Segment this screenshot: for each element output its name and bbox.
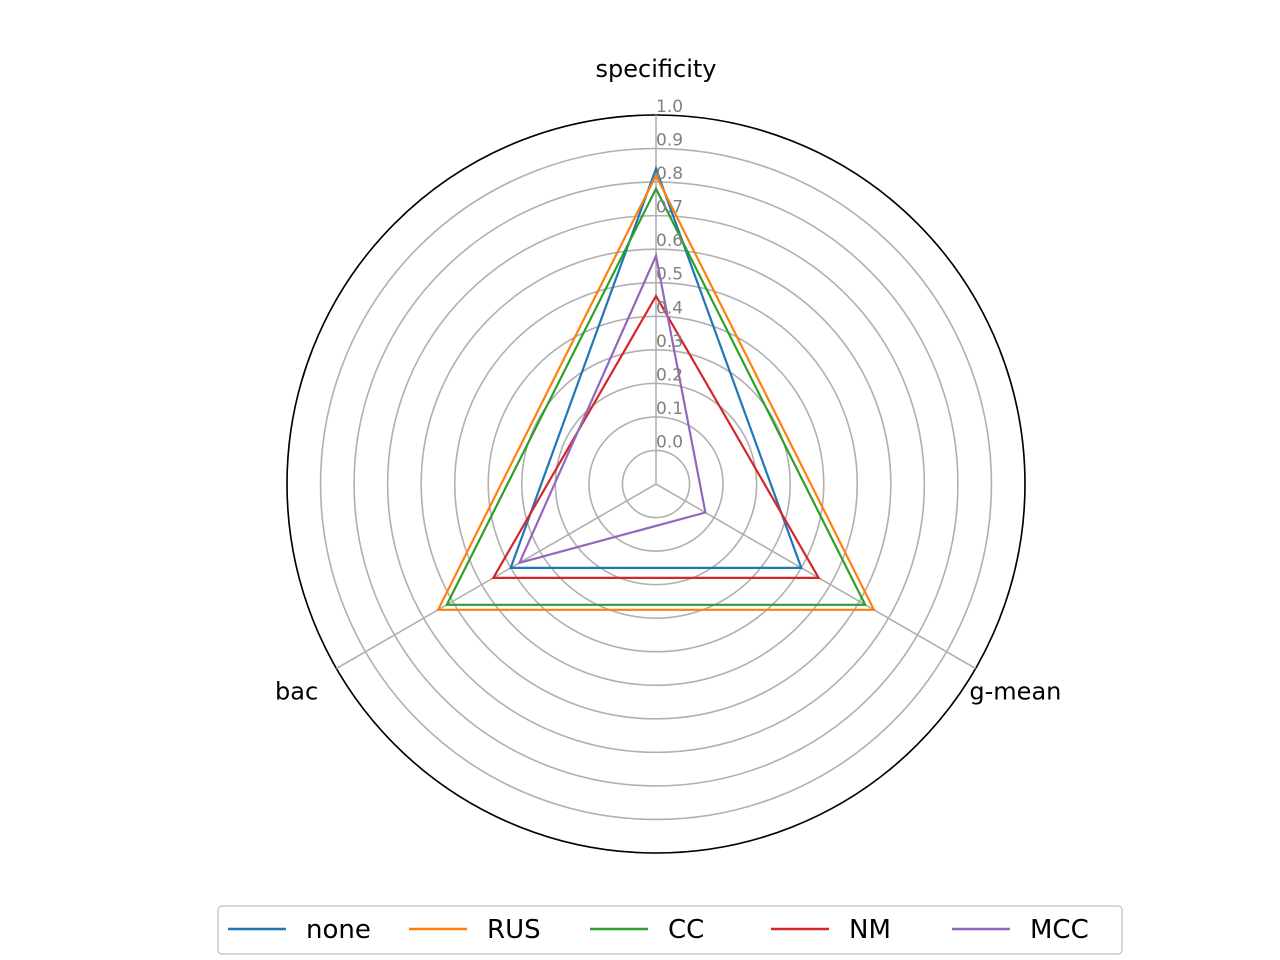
radial-tick-label: 0.1 <box>656 399 683 419</box>
radial-tick-label: 0.4 <box>656 298 683 318</box>
legend-label: none <box>306 915 371 945</box>
axis-label-specificity: specificity <box>596 55 717 83</box>
axis-label-g-mean: g-mean <box>969 678 1061 706</box>
legend-label: MCC <box>1030 915 1089 945</box>
legend-label: CC <box>668 915 704 945</box>
radial-tick-label: 0.0 <box>656 432 683 452</box>
radial-tick-label: 0.8 <box>656 164 683 184</box>
radial-tick-labels: 0.0 0.1 0.2 0.3 0.4 0.5 0.6 0.7 0.8 0.9 1.0 <box>656 97 683 452</box>
series-line-none <box>509 165 803 570</box>
legend: none RUS CC NM MCC <box>217 905 1123 955</box>
radial-tick-label: 0.6 <box>656 231 683 251</box>
axis-labels: specificity g-mean bac <box>275 55 1061 706</box>
legend-item: RUS <box>409 915 541 945</box>
legend-label: NM <box>849 915 891 945</box>
series-line-rus <box>436 172 876 611</box>
series-lines <box>436 165 876 611</box>
legend-item: NM <box>771 915 891 945</box>
legend-frame <box>217 905 1123 955</box>
series-line-mcc <box>517 252 707 565</box>
legend-label: RUS <box>487 915 541 945</box>
axis-label-bac: bac <box>275 678 318 706</box>
radial-tick-label: 0.5 <box>656 265 683 285</box>
radial-tick-label: 0.2 <box>656 365 683 385</box>
radial-tick-label: 1.0 <box>656 97 683 117</box>
radial-tick-label: 0.7 <box>656 198 683 218</box>
legend-item: MCC <box>952 915 1089 945</box>
radial-tick-label: 0.9 <box>656 131 683 151</box>
axis-spoke <box>336 483 657 670</box>
axis-spoke <box>655 483 976 670</box>
legend-item: CC <box>590 915 704 945</box>
legend-item: none <box>228 915 371 945</box>
series-line-cc <box>445 186 867 606</box>
radial-tick-label: 0.3 <box>656 332 683 352</box>
